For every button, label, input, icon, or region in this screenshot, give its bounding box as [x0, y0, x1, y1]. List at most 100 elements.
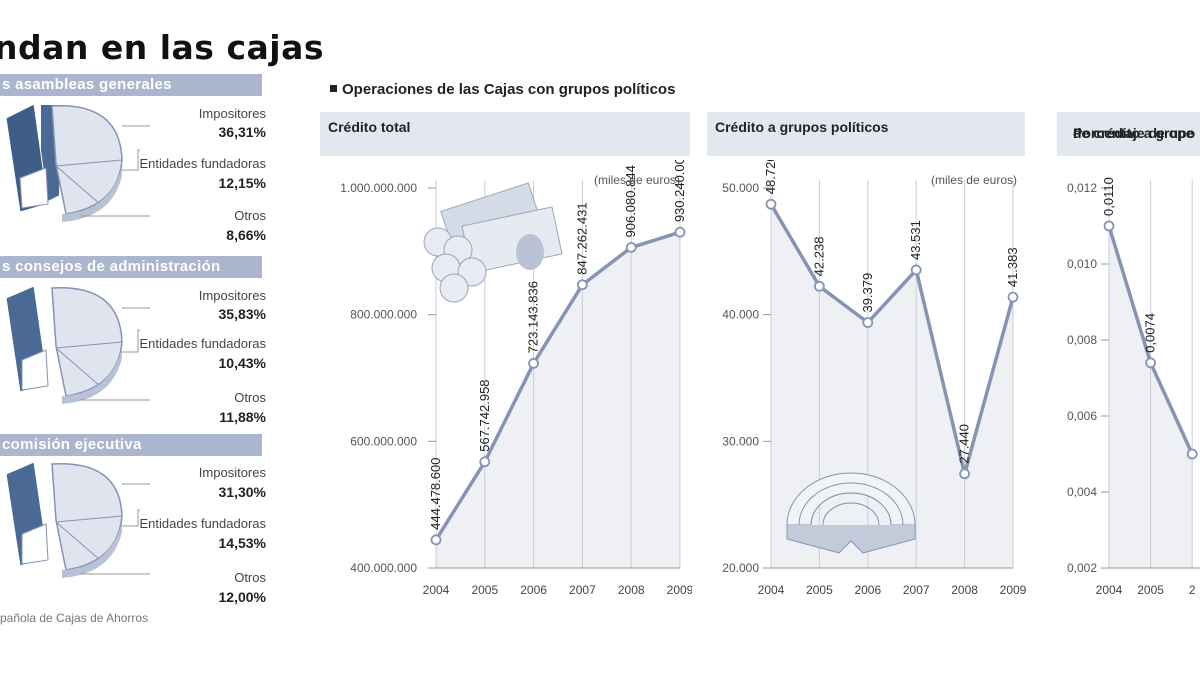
data-point: [910, 264, 922, 276]
data-point: [528, 357, 540, 369]
pie-leader-lines: [80, 125, 150, 575]
unit-label: (miles de euros): [931, 173, 1017, 187]
data-point: [674, 226, 686, 238]
x-tick-label: 2005: [1137, 583, 1164, 597]
data-label: 930.240.000: [672, 160, 687, 222]
bullet-icon: [330, 85, 337, 92]
plot-area: 0,002 0,004 0,006 0,008 0,010 0,012 2004 2005 2 0…: [1067, 177, 1200, 597]
data-label: 41.383: [1005, 247, 1020, 287]
data-label: 27.440: [957, 424, 972, 464]
chart-credito-total: 400.000.000 600.000.000 800.000.000 1.000.0…: [340, 160, 692, 597]
y-tick-label: 1.000.000.000: [340, 181, 417, 195]
money-illustration: [423, 182, 563, 303]
data-point: [1186, 448, 1198, 460]
y-tick-label: 0,004: [1067, 485, 1097, 499]
section-title: s consejos de administración: [2, 258, 221, 275]
data-label: 39.379: [860, 273, 875, 313]
pie-consejos: [5, 285, 123, 404]
x-tick-label: 2005: [471, 583, 498, 597]
pie-value-entidades: 14,53%: [218, 535, 266, 551]
panel-title: Crédito total: [328, 119, 411, 135]
y-tick-label: 0,012: [1067, 181, 1097, 195]
data-point: [814, 280, 825, 292]
data-label: 723.143.836: [526, 281, 541, 353]
x-tick-label: 2005: [806, 583, 833, 597]
operations-title-text: Operaciones de las Cajas con grupos polí…: [342, 81, 676, 98]
panel-head-porcentaje: Porcentaje de ope de crédito a grupo: [1057, 112, 1200, 156]
y-tick-label: 0,002: [1067, 561, 1097, 575]
y-tick-label: 0,006: [1067, 409, 1097, 423]
x-tick-label: 2008: [618, 583, 645, 597]
x-tick-label: 2004: [1096, 583, 1123, 597]
main-title: ndan en las cajas: [0, 28, 324, 67]
y-tick-label: 20.000: [722, 561, 759, 575]
data-point: [1145, 357, 1156, 369]
data-point: [959, 468, 971, 480]
data-point: [862, 317, 874, 328]
x-tick-label: 2004: [758, 583, 785, 597]
data-label: 48.720: [763, 160, 778, 194]
source-note: pañola de Cajas de Ahorros: [0, 611, 149, 625]
data-point: [479, 456, 491, 468]
data-point: [430, 534, 442, 546]
pie-label-otros: Otros: [234, 570, 266, 585]
data-label: 42.238: [811, 237, 826, 277]
x-tick-label: 2009: [667, 583, 692, 597]
parliament-illustration: [786, 472, 916, 554]
data-label: 43.531: [908, 220, 923, 260]
section-bar-comision: comisión ejecutiva: [0, 434, 262, 456]
data-label: 0,0110: [1101, 177, 1116, 216]
data-point: [1007, 291, 1019, 303]
series-line: [434, 230, 681, 541]
pie-label-entidades: Entidades fundadoras: [139, 156, 266, 171]
operations-title: Operaciones de las Cajas con grupos polí…: [330, 81, 675, 98]
data-label: 0,0074: [1143, 313, 1158, 353]
data-label: 444.478.600: [428, 458, 443, 530]
pie-label-entidades: Entidades fundadoras: [139, 516, 266, 531]
plot-area: 400.000.000 600.000.000 800.000.000 1.000.0…: [340, 160, 692, 597]
x-tick-label: 2006: [520, 583, 547, 597]
section-title: comisión ejecutiva: [2, 436, 142, 453]
x-tick-label: 2004: [423, 583, 450, 597]
y-tick-label: 0,010: [1067, 257, 1097, 271]
data-point: [765, 198, 777, 210]
pie-label-otros: Otros: [234, 390, 266, 405]
chart-porcentaje: 0,002 0,004 0,006 0,008 0,010 0,012 2004 2005 2 0…: [1067, 177, 1200, 597]
y-tick-label: 400.000.000: [350, 561, 417, 575]
data-label: 847.262.431: [574, 202, 589, 274]
y-tick-label: 600.000.000: [350, 434, 417, 448]
data-point: [625, 242, 637, 253]
x-tick-label: 2008: [951, 583, 978, 597]
section-bar-asambleas: s asambleas generales: [0, 74, 262, 96]
y-tick-label: 800.000.000: [350, 308, 417, 322]
pie-label-impositores: Impositores: [198, 465, 266, 480]
data-point: [576, 279, 588, 291]
pie-value-impositores: 31,30%: [218, 484, 266, 500]
x-tick-label: 2: [1189, 583, 1196, 597]
x-tick-label: 2007: [569, 583, 596, 597]
y-tick-label: 50.000: [722, 181, 759, 195]
x-tick-label: 2006: [854, 583, 881, 597]
y-tick-label: 0,008: [1067, 333, 1097, 347]
pie-label-entidades: Entidades fundadoras: [139, 336, 266, 351]
section-bar-consejos: s consejos de administración: [0, 256, 262, 278]
pie-value-impositores: 35,83%: [218, 306, 266, 322]
pie-label-impositores: Impositores: [198, 288, 266, 303]
series-line: [769, 203, 1015, 476]
data-point: [1103, 220, 1115, 232]
pie-value-entidades: 10,43%: [218, 355, 266, 371]
panel-head-credito-grupos: Crédito a grupos políticos: [707, 112, 1025, 156]
y-tick-label: 40.000: [722, 308, 759, 322]
y-tick-label: 30.000: [722, 434, 759, 448]
x-tick-label: 2007: [903, 583, 930, 597]
pie-value-otros: 12,00%: [218, 589, 266, 605]
pie-value-impositores: 36,31%: [218, 124, 266, 140]
pie-value-entidades: 12,15%: [218, 175, 266, 191]
data-label: 906.080.844: [623, 165, 638, 237]
pie-comision: [5, 461, 123, 578]
pie-label-otros: Otros: [234, 208, 266, 223]
section-title: s asambleas generales: [2, 76, 172, 93]
panel-head-credito-total: Crédito total: [320, 112, 690, 156]
pie-asambleas: [5, 103, 123, 222]
panel-title: Crédito a grupos políticos: [715, 119, 889, 135]
